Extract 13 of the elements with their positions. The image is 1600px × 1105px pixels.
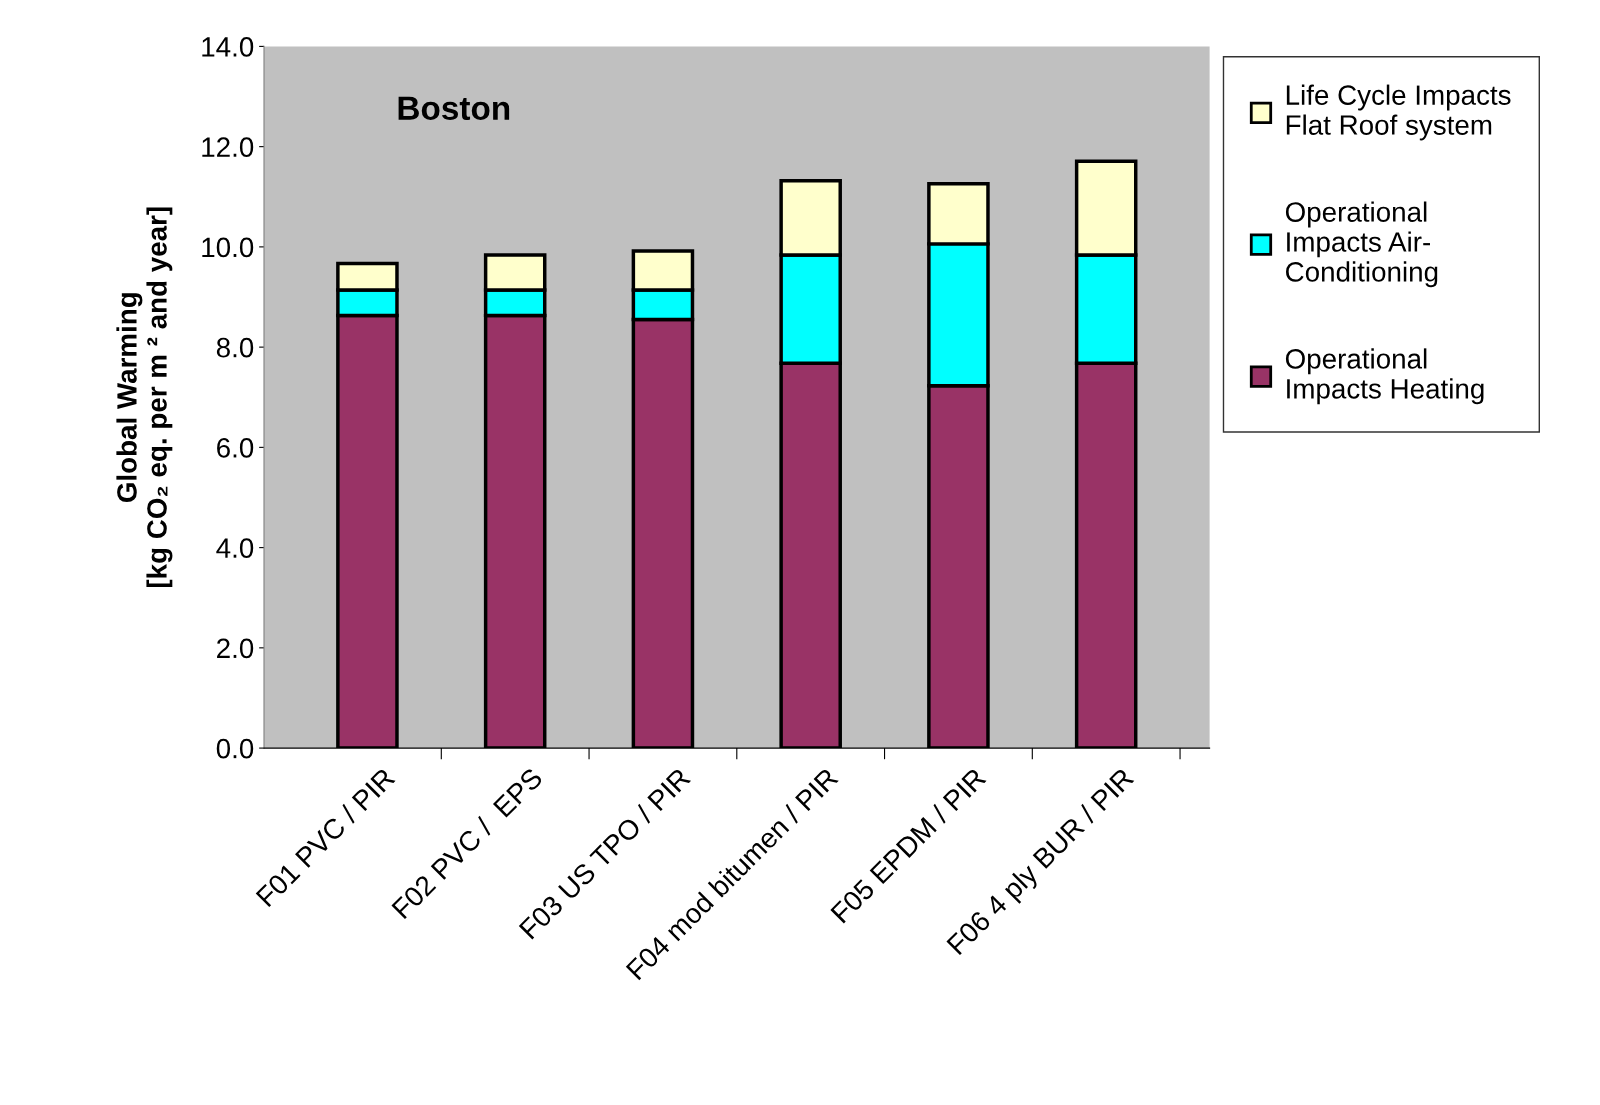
text: Boston [398, 96, 510, 121]
y-tick-label: 0.0 [216, 738, 254, 759]
y-tick-label: 6.0 [217, 438, 254, 458]
y-tick-label: 8.0 [216, 337, 254, 358]
y-tick-label: 14.0 [202, 37, 254, 57]
y-tick-label: 4.0 [216, 538, 254, 558]
y-tick-label: 10.0 [202, 237, 254, 258]
legend-label: Operational Impacts Air- Conditioning [1285, 201, 1438, 288]
y-tick-label: 12.0 [202, 137, 254, 157]
y-axis-title: Global Warming [kg CO₂ eq. per m ² and year] [116, 207, 173, 588]
legend-label: Operational Impacts Heating [1285, 348, 1484, 405]
y-tick-label: 2.0 [217, 638, 254, 659]
legend-label: Life Cycle Impacts Flat Roof system [1286, 84, 1511, 141]
